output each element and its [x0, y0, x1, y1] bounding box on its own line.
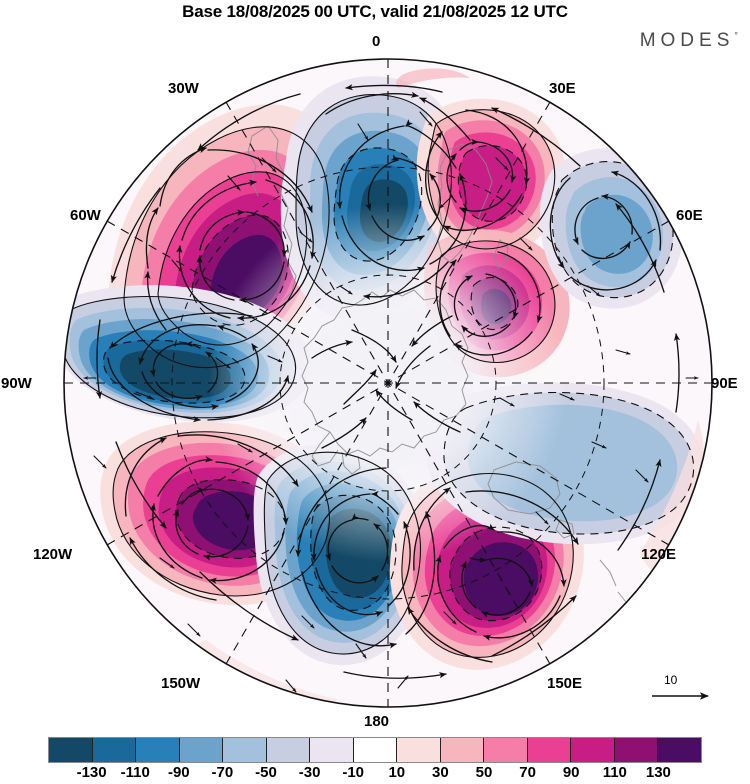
colorbar-tick-label: -90 [167, 764, 190, 781]
colorbar[interactable] [48, 737, 702, 763]
lon-label-0: 0 [372, 33, 381, 50]
colorbar-tick-label: 110 [602, 764, 627, 781]
colorbar-swatch [92, 738, 137, 762]
page-title: Base 18/08/2025 00 UTC, valid 21/08/2025… [182, 2, 568, 21]
graticule [64, 59, 712, 707]
colorbar-swatch [397, 738, 441, 762]
modes-logo: MODES° [640, 30, 738, 52]
colorbar-swatch [484, 738, 528, 762]
colorbar-swatch [223, 738, 267, 762]
colorbar-ticks: -130 -110 -90 -70 -50 -30 -10 10 30 50 70 90 110 130 [48, 764, 702, 784]
colorbar-swatch [136, 738, 180, 762]
colorbar-tick-label: 30 [432, 764, 449, 781]
colorbar-swatch [440, 738, 485, 762]
lon-label-150W: 150W [161, 675, 201, 692]
lon-label-150E: 150E [547, 675, 583, 692]
colorbar-swatch [310, 738, 354, 762]
lon-label-180: 180 [364, 713, 390, 730]
colorbar-tick-label: 50 [475, 764, 493, 781]
polar-map[interactable]: 0 30E 60E 90E 120E 150E 180 150W 120W 90… [0, 0, 750, 730]
lon-label-30W: 30W [168, 80, 199, 97]
lon-label-90E: 90E [711, 375, 738, 392]
colorbar-swatch [658, 738, 701, 762]
reference-vector-arrow [652, 692, 709, 700]
colorbar-tick-label: 10 [388, 764, 406, 781]
wind-vectors [95, 84, 681, 679]
colorbar-swatch [571, 738, 615, 762]
colorbar-tick-label: -70 [211, 764, 234, 781]
colorbar-swatch [49, 738, 93, 762]
lon-label-60W: 60W [70, 207, 101, 224]
coastlines [247, 125, 627, 603]
reference-vector: 10 [650, 673, 720, 706]
colorbar-tick-label: -130 [76, 764, 107, 781]
colorbar-tick-label: 130 [645, 764, 671, 781]
colorbar-swatch [179, 738, 224, 762]
colorbar-swatch [527, 738, 572, 762]
lon-label-120W: 120W [33, 546, 73, 563]
colorbar-tick-label: -110 [120, 764, 150, 781]
colorbar-swatch [353, 738, 398, 762]
lon-label-90W: 90W [1, 375, 32, 392]
colorbar-tick-label: -10 [342, 764, 365, 781]
lon-label-30E: 30E [549, 80, 576, 97]
colorbar-swatch [614, 738, 659, 762]
logo-text: MODES [639, 30, 735, 51]
logo-copyright-mark: ° [734, 30, 738, 41]
colorbar-tick-label: -50 [255, 764, 277, 781]
lon-label-60E: 60E [676, 207, 703, 224]
colorbar-tick-label: -30 [298, 764, 321, 781]
lon-label-120E: 120E [641, 546, 677, 563]
map-outer-circle [63, 58, 713, 708]
colorbar-tick-label: 70 [519, 764, 536, 781]
polar-map-svg [63, 58, 713, 708]
reference-vector-label: 10 [664, 673, 678, 687]
colorbar-swatch [266, 738, 311, 762]
colorbar-tick-label: 90 [562, 764, 580, 781]
